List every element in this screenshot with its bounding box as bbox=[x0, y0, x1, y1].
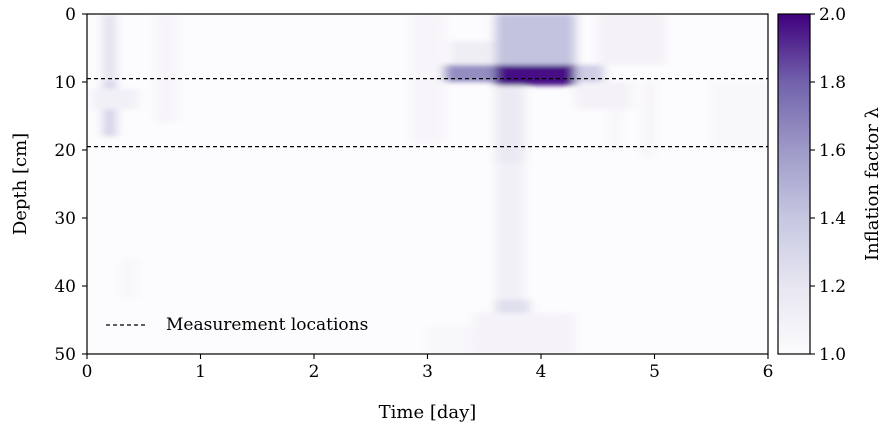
heatmap-cell bbox=[495, 14, 576, 65]
heatmap-cell bbox=[575, 82, 632, 110]
x-axis-label: Time [day] bbox=[379, 402, 477, 423]
x-tick-label: 5 bbox=[649, 362, 660, 382]
y-tick-label: 20 bbox=[54, 141, 76, 161]
y-axis-ticks: 0 10 20 30 40 50 bbox=[54, 5, 87, 365]
colorbar-tick-label: 2.0 bbox=[819, 5, 846, 25]
colorbar: 1.0 1.2 1.4 1.6 1.8 2.0 Inflation factor λ bbox=[777, 5, 883, 365]
heatmap-cell bbox=[121, 258, 139, 300]
heatmap-cell bbox=[575, 65, 604, 82]
heatmap-cell bbox=[104, 14, 116, 82]
legend: Measurement locations bbox=[106, 315, 368, 335]
y-axis-label: Depth [cm] bbox=[10, 133, 31, 235]
heatmap-cell bbox=[472, 313, 576, 354]
colorbar-tick-label: 1.2 bbox=[819, 277, 846, 297]
x-axis-ticks: 0 1 2 3 4 5 6 bbox=[82, 354, 774, 382]
x-tick-label: 4 bbox=[536, 362, 547, 382]
y-tick-label: 10 bbox=[54, 73, 76, 93]
heatmap-cell bbox=[444, 65, 496, 82]
colorbar-ticks: 1.0 1.2 1.4 1.6 1.8 2.0 bbox=[810, 5, 846, 365]
y-tick-label: 40 bbox=[54, 277, 76, 297]
colorbar-gradient bbox=[777, 13, 811, 355]
heatmap-cell bbox=[427, 326, 473, 354]
colorbar-tick-label: 1.6 bbox=[819, 141, 846, 161]
heatmap-cell bbox=[643, 82, 655, 157]
x-tick-label: 3 bbox=[422, 362, 433, 382]
heatmap-cell bbox=[495, 163, 524, 300]
y-tick-label: 50 bbox=[54, 345, 76, 365]
y-tick-label: 30 bbox=[54, 209, 76, 229]
heatmap-cell bbox=[495, 65, 576, 86]
x-tick-label: 2 bbox=[309, 362, 320, 382]
heatmap-cell bbox=[495, 85, 524, 164]
heatmap-area bbox=[87, 14, 768, 354]
y-tick-label: 0 bbox=[65, 5, 76, 25]
legend-label: Measurement locations bbox=[166, 315, 368, 335]
heatmap-cell bbox=[609, 109, 621, 150]
heatmap-cells bbox=[92, 14, 768, 354]
colorbar-tick-label: 1.8 bbox=[819, 73, 846, 93]
x-tick-label: 0 bbox=[82, 362, 93, 382]
colorbar-tick-label: 1.0 bbox=[819, 345, 846, 365]
heatmap-cell bbox=[711, 82, 768, 150]
x-tick-label: 1 bbox=[195, 362, 206, 382]
colorbar-label: Inflation factor λ bbox=[862, 107, 883, 261]
heatmap-cell bbox=[450, 41, 496, 65]
measurement-lines bbox=[87, 77, 768, 148]
heatmap-cell bbox=[155, 14, 178, 123]
x-tick-label: 6 bbox=[763, 362, 774, 382]
heatmap-cell bbox=[597, 14, 666, 65]
colorbar-tick-label: 1.4 bbox=[819, 209, 846, 229]
heatmap-cell bbox=[92, 88, 139, 110]
